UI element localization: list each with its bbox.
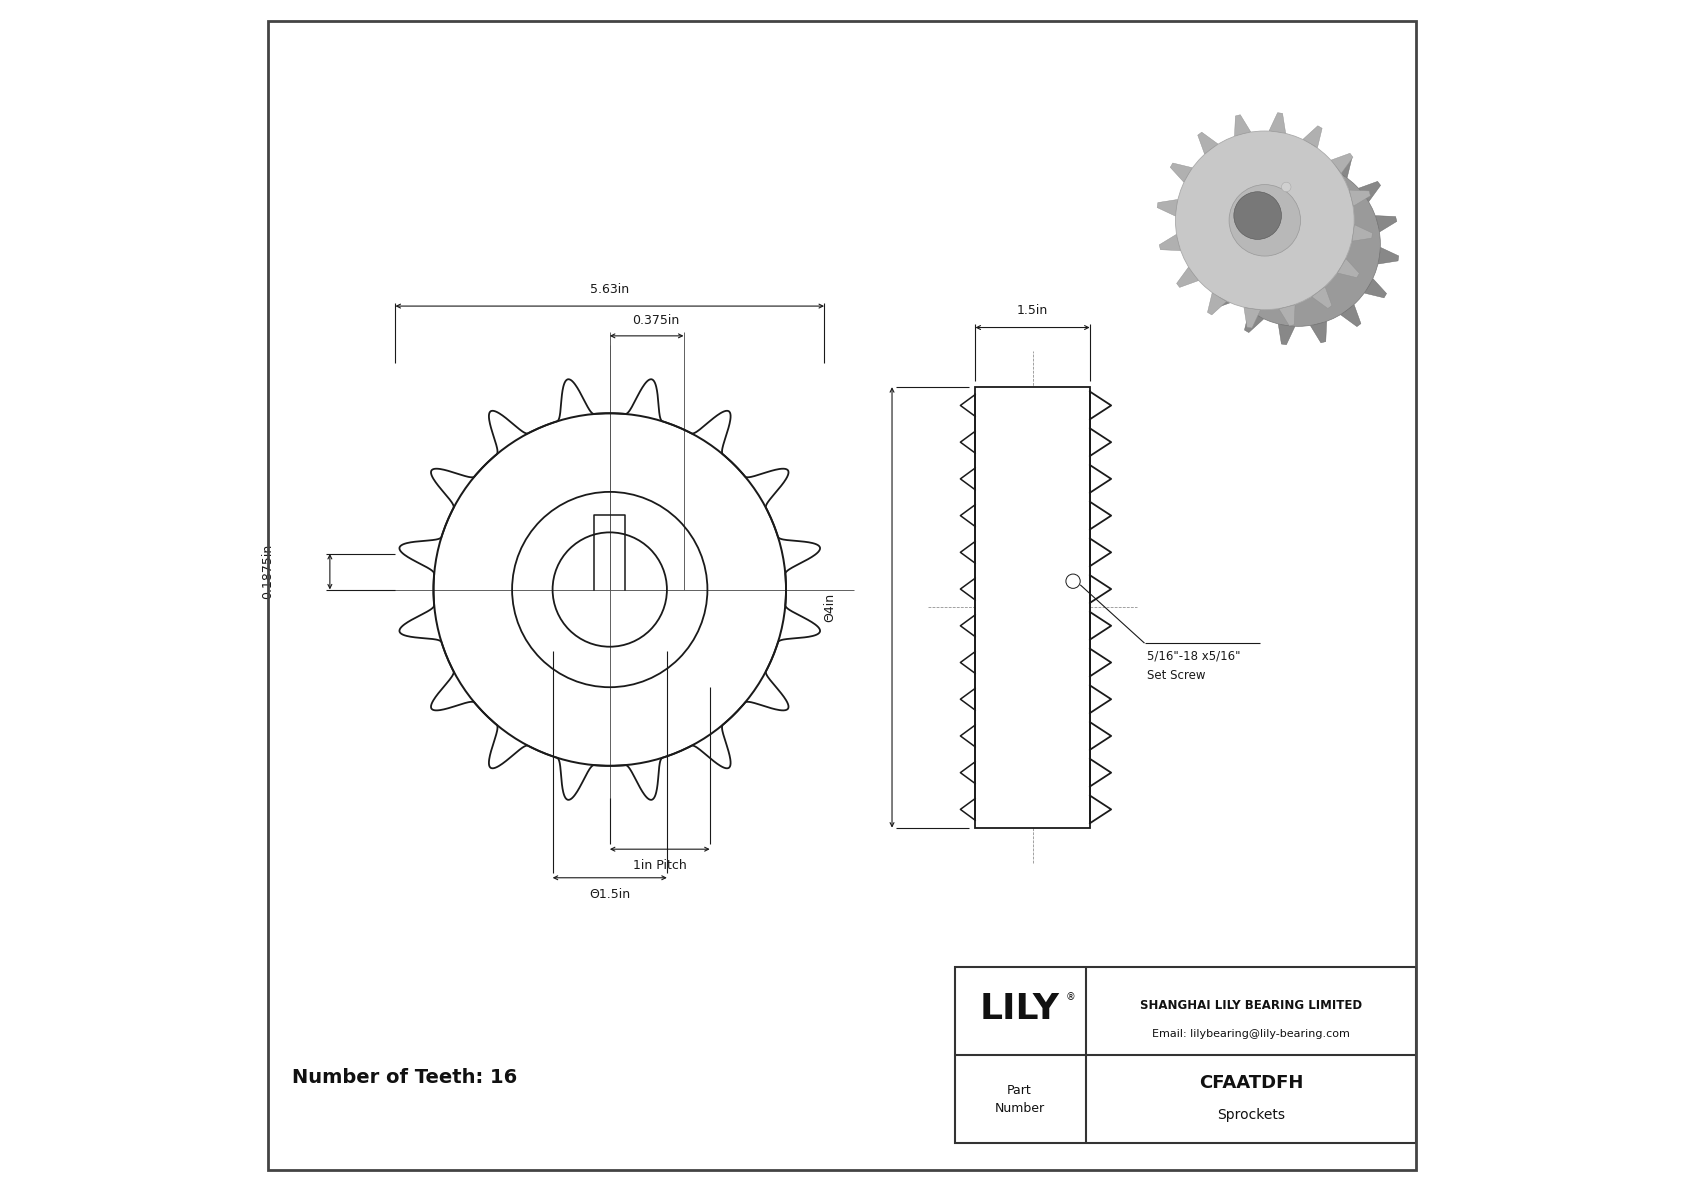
Text: 0.1875in: 0.1875in xyxy=(261,544,274,599)
Polygon shape xyxy=(1157,200,1177,216)
Bar xyxy=(975,387,1090,828)
Polygon shape xyxy=(1159,235,1180,250)
Polygon shape xyxy=(1244,307,1260,328)
Polygon shape xyxy=(1310,322,1327,343)
Polygon shape xyxy=(1376,216,1396,232)
Polygon shape xyxy=(1302,144,1319,164)
Polygon shape xyxy=(1332,156,1352,177)
Text: Number of Teeth: 16: Number of Teeth: 16 xyxy=(291,1068,517,1087)
Bar xyxy=(955,967,1416,1143)
Text: Part
Number: Part Number xyxy=(994,1084,1044,1115)
Polygon shape xyxy=(1177,267,1199,287)
Polygon shape xyxy=(1359,181,1381,201)
Polygon shape xyxy=(1234,114,1251,136)
Polygon shape xyxy=(1303,126,1322,148)
Circle shape xyxy=(1216,162,1381,326)
Circle shape xyxy=(1175,131,1354,310)
Text: 5/16"-18 x5/16": 5/16"-18 x5/16" xyxy=(1147,649,1241,662)
Text: Sprockets: Sprockets xyxy=(1218,1108,1285,1122)
Polygon shape xyxy=(1216,287,1238,307)
Text: Set Screw: Set Screw xyxy=(1147,669,1206,682)
Text: Θ4in: Θ4in xyxy=(823,593,837,622)
Polygon shape xyxy=(1278,305,1295,326)
Polygon shape xyxy=(1209,191,1231,210)
Polygon shape xyxy=(1337,258,1359,278)
Text: LILY: LILY xyxy=(980,992,1059,1027)
Polygon shape xyxy=(1236,162,1256,183)
Polygon shape xyxy=(1378,248,1399,264)
Polygon shape xyxy=(1207,293,1226,314)
Text: CFAATDFH: CFAATDFH xyxy=(1199,1074,1303,1092)
Polygon shape xyxy=(1340,305,1361,326)
Polygon shape xyxy=(1199,256,1221,273)
Text: ®: ® xyxy=(1066,992,1076,1002)
Polygon shape xyxy=(1244,311,1263,332)
Circle shape xyxy=(1234,192,1282,239)
Polygon shape xyxy=(1278,324,1295,344)
Polygon shape xyxy=(1197,224,1218,241)
Polygon shape xyxy=(1197,132,1218,154)
Polygon shape xyxy=(1352,225,1372,241)
Polygon shape xyxy=(1312,287,1332,308)
Polygon shape xyxy=(1349,191,1371,206)
Polygon shape xyxy=(1364,279,1386,298)
Text: 0.375in: 0.375in xyxy=(633,314,680,326)
Polygon shape xyxy=(1270,113,1285,133)
Text: 5.63in: 5.63in xyxy=(589,283,630,295)
Circle shape xyxy=(1229,185,1300,256)
Text: SHANGHAI LILY BEARING LIMITED: SHANGHAI LILY BEARING LIMITED xyxy=(1140,999,1362,1012)
Polygon shape xyxy=(1332,154,1352,174)
Polygon shape xyxy=(1270,145,1287,167)
Text: Email: lilybearing@lily-bearing.com: Email: lilybearing@lily-bearing.com xyxy=(1152,1029,1351,1039)
Circle shape xyxy=(1282,182,1292,192)
Text: Θ1.5in: Θ1.5in xyxy=(589,888,630,900)
Text: 1in Pitch: 1in Pitch xyxy=(633,860,687,872)
Polygon shape xyxy=(1170,163,1192,182)
Text: 1.5in: 1.5in xyxy=(1017,305,1047,317)
